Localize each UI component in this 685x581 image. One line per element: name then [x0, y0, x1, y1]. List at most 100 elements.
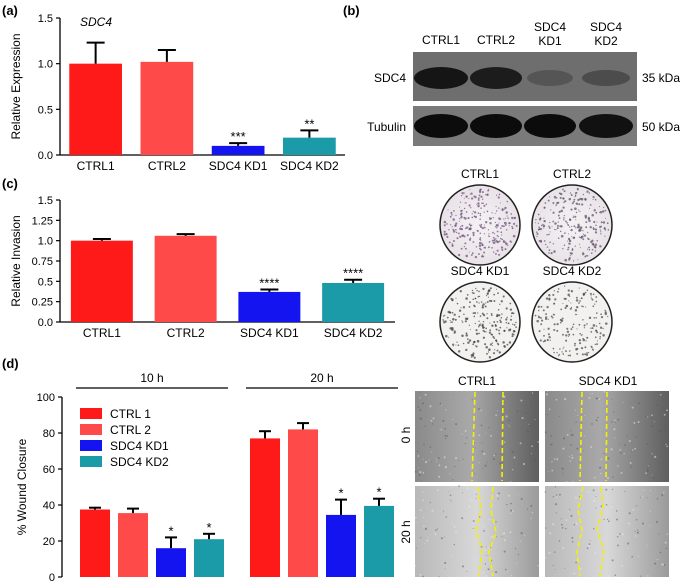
well-speckle	[463, 207, 466, 210]
well-speckle	[448, 336, 450, 338]
wound-texture-dot	[505, 415, 508, 418]
wound-texture-dot	[595, 419, 598, 422]
well-speckle	[505, 229, 508, 231]
well-speckle	[468, 223, 471, 226]
wound-texture-dot	[509, 425, 511, 427]
well-speckle	[595, 211, 598, 214]
bar	[194, 539, 224, 577]
wound-texture-dot	[654, 455, 657, 458]
well-speckle	[569, 255, 571, 257]
wound-texture-dot	[510, 575, 512, 577]
well-speckle	[464, 317, 468, 321]
wound-texture-dot	[466, 487, 469, 490]
well-speckle	[578, 203, 581, 206]
well-speckle	[496, 315, 498, 317]
well-speckle	[558, 217, 561, 220]
well-speckle	[480, 195, 483, 198]
well-speckle	[553, 302, 556, 305]
wound-texture-dot	[442, 419, 445, 422]
well-speckle	[491, 212, 493, 214]
wound-texture-dot	[414, 470, 417, 473]
wound-texture-dot	[583, 450, 585, 452]
well-speckle	[547, 333, 550, 336]
wound-texture-dot	[610, 506, 613, 508]
band-tubulin-ctrl1	[414, 114, 468, 138]
wound-texture-dot	[636, 531, 640, 534]
well-speckle	[464, 242, 467, 245]
well-speckle	[553, 351, 555, 354]
wound-texture-dot	[423, 542, 425, 544]
well-speckle	[590, 327, 592, 329]
well-speckle	[496, 249, 499, 252]
wound-edge-ctrl1-0h-right	[501, 391, 504, 482]
well-speckle	[498, 351, 501, 354]
well-speckle	[583, 324, 586, 327]
wound-texture-dot	[430, 461, 432, 463]
wound-texture-dot	[568, 456, 571, 458]
well-speckle	[443, 320, 445, 322]
well-speckle	[553, 250, 556, 253]
wound-texture-dot	[603, 452, 605, 454]
wound-texture-dot	[483, 503, 485, 504]
well-speckle	[495, 194, 498, 196]
bar	[80, 509, 110, 577]
wound-texture-dot	[520, 399, 523, 402]
well-speckle	[448, 241, 451, 244]
wound-texture-dot	[537, 564, 539, 567]
well-speckle	[445, 334, 448, 338]
well-speckle	[576, 226, 579, 229]
well-speckle	[574, 344, 576, 347]
bar	[70, 240, 133, 322]
wound-texture-dot	[493, 454, 496, 457]
wound-texture-dot	[454, 457, 458, 460]
well-speckle	[586, 190, 589, 193]
well-speckle	[454, 224, 457, 227]
well-speckle	[585, 226, 588, 229]
wound-texture-dot	[620, 452, 622, 454]
wound-texture-dot	[439, 402, 442, 405]
well-speckle	[476, 301, 478, 303]
well-speckle	[471, 216, 474, 219]
well-speckle	[486, 352, 488, 355]
well-speckle	[486, 317, 489, 320]
well-speckle	[480, 223, 483, 226]
wound-texture-dot	[510, 480, 512, 483]
well-speckle	[466, 338, 469, 340]
significance-label: *	[338, 486, 343, 501]
wound-texture-dot	[427, 507, 428, 509]
well-speckle	[455, 214, 457, 217]
well-speckle	[483, 211, 485, 213]
well-speckle	[556, 329, 559, 332]
well-speckle	[461, 234, 464, 237]
blot-lane-label-3: SDC4 KD1	[534, 20, 566, 48]
well-speckle	[515, 326, 517, 328]
well-speckle	[488, 331, 491, 334]
well-label-kd2: SDC4 KD2	[543, 264, 602, 278]
well-speckle	[477, 199, 480, 201]
well-speckle	[580, 236, 583, 239]
well-speckle	[562, 188, 564, 191]
well-speckle	[501, 225, 504, 227]
well-speckle	[575, 194, 577, 196]
wound-texture-dot	[499, 462, 502, 465]
wound-texture-dot	[648, 525, 650, 527]
well-speckle	[559, 318, 562, 321]
wound-texture-dot	[416, 450, 419, 453]
well-speckle	[474, 215, 478, 219]
well-speckle	[600, 221, 603, 224]
well-speckle	[605, 218, 607, 219]
wound-texture-dot	[428, 459, 430, 461]
well-speckle	[575, 296, 578, 299]
wound-texture-dot	[570, 434, 572, 436]
well-speckle	[573, 198, 576, 201]
wound-texture-dot	[485, 432, 487, 434]
well-speckle	[592, 324, 596, 327]
well-speckle	[589, 207, 591, 209]
wound-texture-dot	[593, 549, 595, 551]
wound-texture-dot	[471, 399, 473, 401]
wound-texture-dot	[544, 527, 547, 529]
well-speckle	[595, 296, 598, 298]
wound-texture-dot	[422, 491, 424, 493]
well-speckle	[556, 227, 559, 230]
wound-texture-dot	[616, 535, 619, 538]
